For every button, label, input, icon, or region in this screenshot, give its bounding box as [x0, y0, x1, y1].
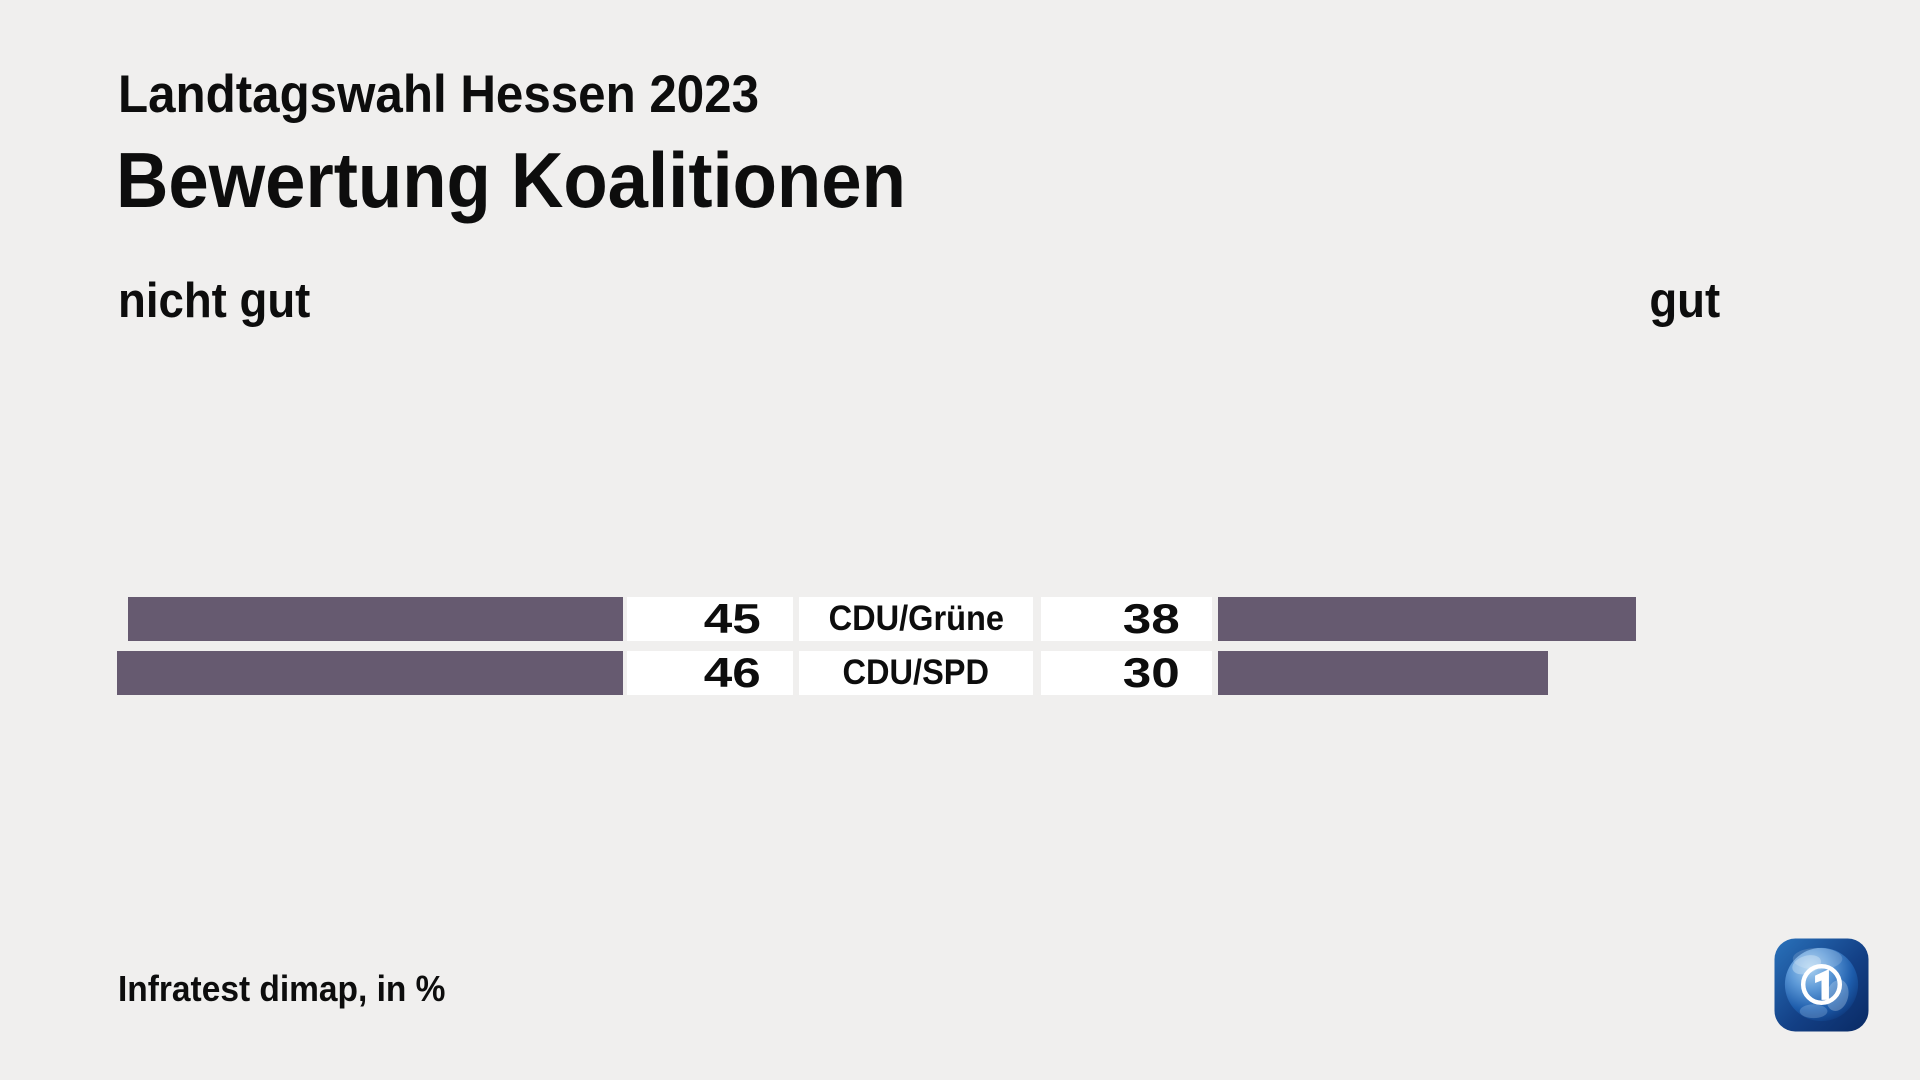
category-label-text: CDU/SPD: [842, 653, 990, 692]
chart-title: Bewertung Koalitionen: [116, 136, 906, 224]
value-right-text: 38: [1123, 595, 1180, 642]
chart-row: 45 CDU/Grüne 38: [0, 597, 1920, 641]
category-label: CDU/Grüne: [799, 597, 1033, 641]
chart-subtitle: Landtagswahl Hessen 2023: [118, 65, 760, 124]
axis-label-left: nicht gut: [118, 274, 311, 328]
bar-nicht-gut: [117, 651, 623, 695]
value-left: 45: [627, 597, 793, 641]
value-left-text: 45: [704, 595, 761, 642]
bar-nicht-gut: [128, 597, 623, 641]
value-right: 38: [1041, 597, 1212, 641]
bar-gut: [1218, 597, 1636, 641]
axis-label-right: gut: [1649, 274, 1720, 328]
chart-row: 46 CDU/SPD 30: [0, 651, 1920, 695]
value-right: 30: [1041, 651, 1212, 695]
source-note: Infratest dimap, in %: [118, 968, 446, 1009]
bar-gut: [1218, 651, 1548, 695]
value-left-text: 46: [704, 649, 761, 696]
category-label-text: CDU/Grüne: [828, 599, 1004, 638]
ard-logo-icon: [1774, 938, 1869, 1032]
value-right-text: 30: [1123, 649, 1180, 696]
value-left: 46: [627, 651, 793, 695]
category-label: CDU/SPD: [799, 651, 1033, 695]
